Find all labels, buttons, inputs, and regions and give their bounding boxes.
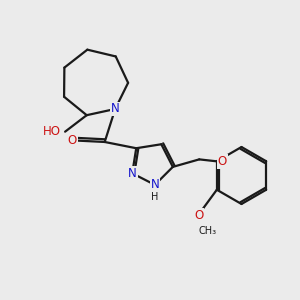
Text: HO: HO	[43, 125, 61, 138]
Text: H: H	[151, 192, 158, 203]
Text: O: O	[68, 134, 77, 147]
Text: N: N	[128, 167, 136, 180]
Text: N: N	[111, 103, 120, 116]
Text: CH₃: CH₃	[199, 226, 217, 236]
Text: O: O	[194, 209, 203, 222]
Text: N: N	[151, 178, 159, 191]
Text: O: O	[218, 155, 227, 168]
